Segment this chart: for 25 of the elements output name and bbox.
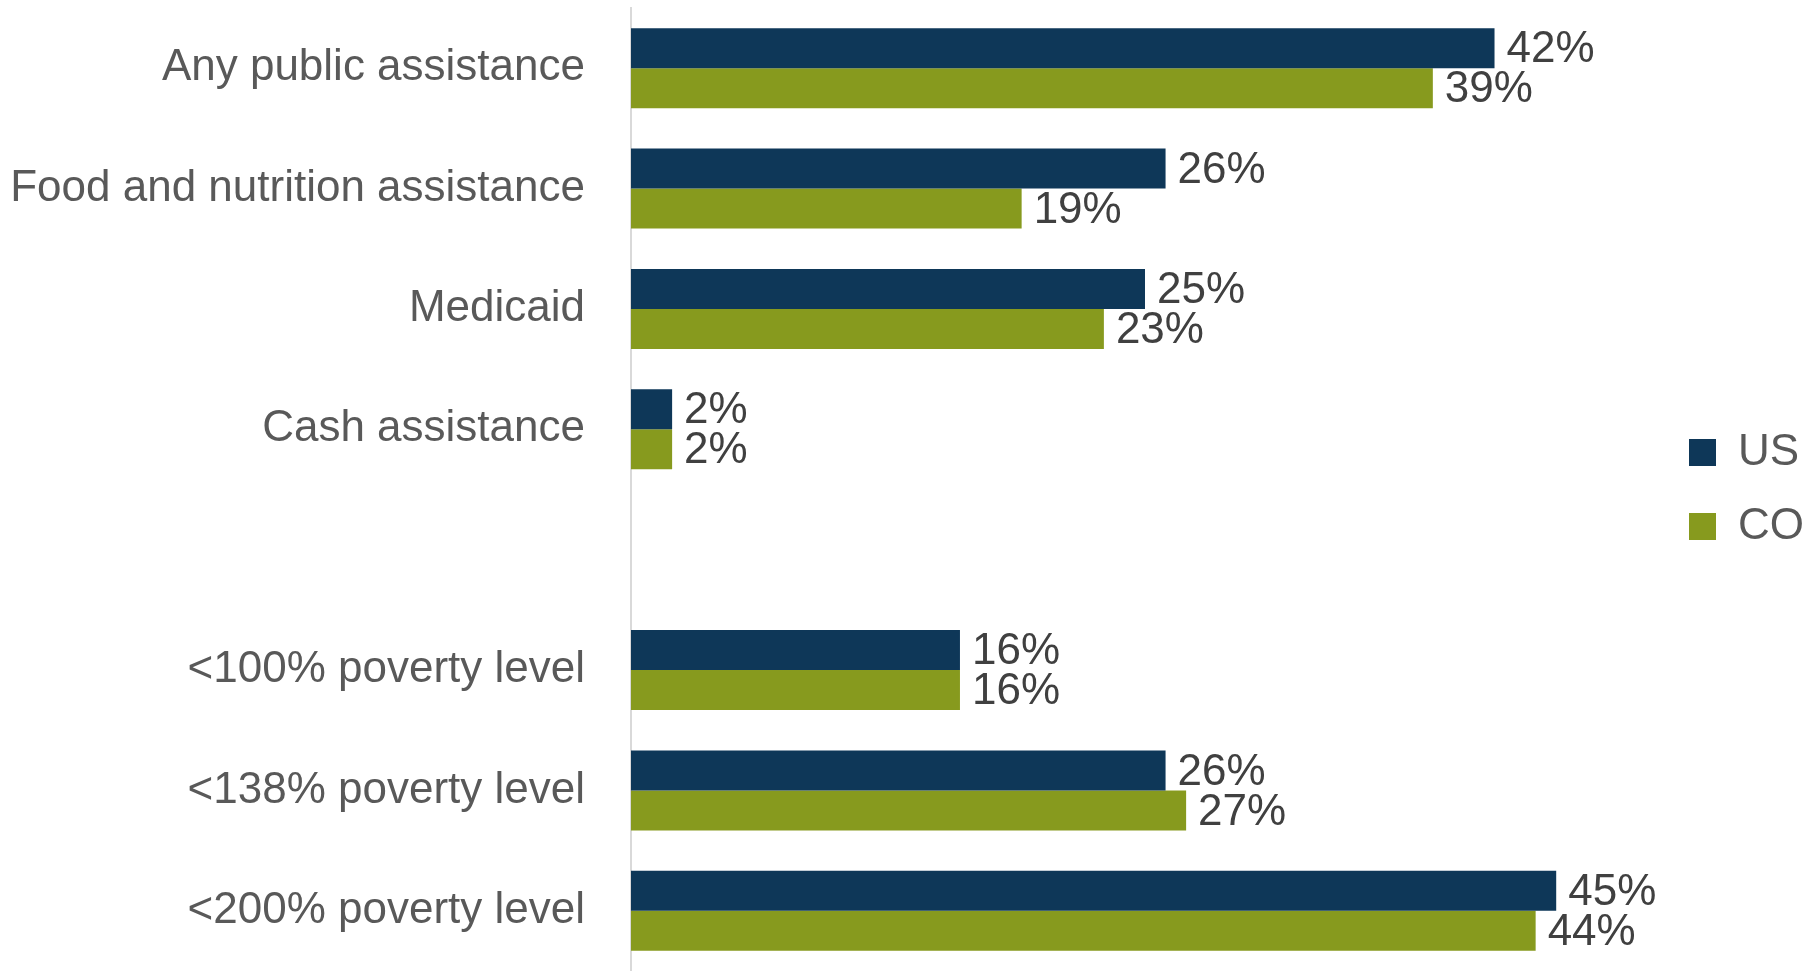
bar (631, 28, 1495, 69)
bar (631, 910, 1536, 951)
legend-label: US (1738, 424, 1800, 474)
y-tick-label: <100% poverty level (187, 642, 585, 692)
bar (631, 429, 673, 470)
bar (631, 750, 1166, 791)
data-label: 19% (1033, 182, 1122, 232)
bar (631, 870, 1557, 911)
bar (631, 389, 673, 430)
bar (631, 148, 1166, 189)
y-tick-label: Medicaid (408, 281, 585, 331)
y-tick-label: Food and nutrition assistance (10, 160, 585, 210)
bar (631, 670, 960, 711)
y-tick-label: Any public assistance (161, 40, 585, 90)
bar (631, 68, 1433, 109)
legend-label: CO (1738, 498, 1804, 548)
y-tick-label: <200% poverty level (187, 882, 585, 932)
bar (631, 188, 1022, 229)
y-tick-label: <138% poverty level (187, 762, 585, 812)
y-tick-label: Cash assistance (262, 401, 585, 451)
bar (631, 790, 1187, 831)
bar (631, 308, 1104, 349)
bar (631, 268, 1145, 309)
bar (631, 630, 960, 671)
data-label: 26% (1177, 142, 1266, 192)
